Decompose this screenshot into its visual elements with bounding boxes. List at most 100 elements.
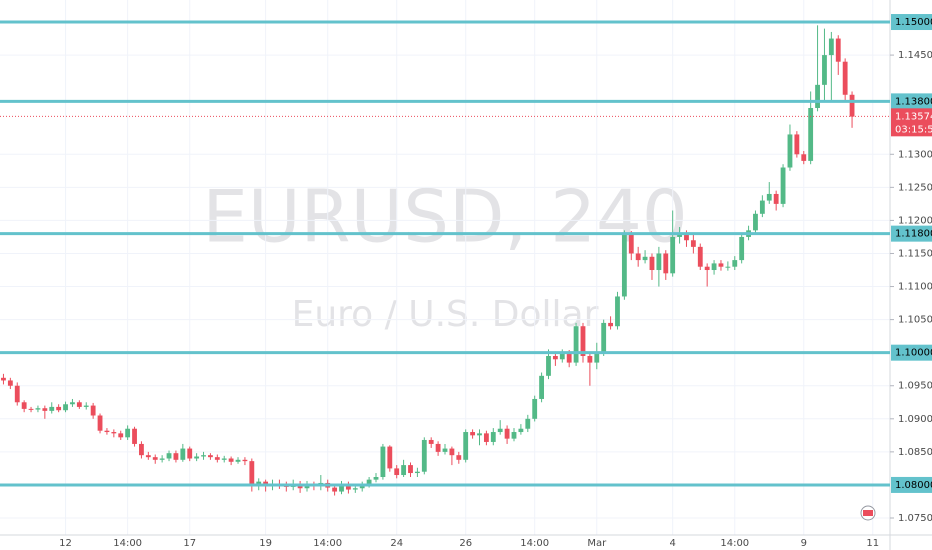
x-tick-label: 17: [183, 538, 196, 549]
candle-body: [104, 430, 110, 433]
candle-body: [635, 253, 641, 261]
candle-body: [345, 484, 351, 490]
candle-body: [573, 326, 579, 363]
candle-body: [704, 266, 710, 271]
candle-body: [587, 355, 593, 363]
level-label-box: [891, 93, 932, 110]
x-tick-label: 14:00: [720, 538, 749, 549]
candle-body: [201, 455, 206, 457]
watermark-subtitle: Euro / U.S. Dollar: [292, 294, 599, 335]
candle-body: [380, 446, 386, 478]
candle-body: [621, 233, 627, 297]
candle-body: [228, 458, 234, 462]
x-tick-label: 14:00: [313, 538, 342, 549]
candle-body: [642, 256, 648, 261]
candle-body: [97, 415, 103, 431]
candle-body: [463, 432, 469, 460]
y-tick-label: 1.11000: [898, 282, 932, 293]
x-tick-label: 14:00: [520, 538, 549, 549]
candle-body: [14, 385, 20, 403]
candle-body: [539, 375, 545, 399]
candle-body: [711, 263, 717, 271]
candle-body: [787, 134, 793, 168]
candle-body: [794, 134, 800, 155]
x-tick-label: 4: [669, 538, 675, 549]
candle-body: [656, 253, 662, 271]
candle-body: [442, 448, 448, 452]
candle-body: [125, 428, 131, 438]
candle-body: [759, 200, 765, 214]
candle-body: [42, 408, 48, 411]
candle-body: [808, 107, 814, 161]
candle-body: [628, 233, 634, 254]
candle-body: [194, 456, 200, 459]
last-price-box: [891, 108, 932, 137]
candle-body: [684, 233, 689, 241]
countdown: 03:15:51: [895, 124, 932, 135]
candle-body: [221, 458, 227, 460]
candle-body: [483, 433, 489, 442]
candle-body: [663, 253, 669, 274]
flag-icon-fill: [863, 510, 873, 516]
x-tick-label: 19: [259, 538, 272, 549]
candle-body: [70, 402, 75, 405]
candle-body: [187, 448, 193, 459]
candle-body: [166, 453, 172, 459]
x-tick-label: 14:00: [113, 538, 142, 549]
level-label: 1.15000: [895, 17, 932, 28]
x-tick-label: 12: [59, 538, 72, 549]
candle-body: [304, 484, 310, 489]
candle-body: [842, 61, 848, 95]
candle-body: [766, 193, 772, 201]
candle-body: [249, 461, 255, 485]
candle-body: [511, 432, 517, 439]
y-tick-label: 1.08500: [898, 447, 932, 458]
candle-body: [235, 459, 241, 462]
candle-body: [159, 458, 165, 460]
candle-body: [49, 406, 55, 411]
candle-body: [28, 408, 34, 410]
candle-body: [822, 55, 827, 85]
candle-body: [76, 402, 82, 407]
candle-body: [725, 266, 731, 268]
candle-body: [835, 38, 841, 62]
candle-body: [180, 448, 186, 460]
candle-body: [780, 167, 786, 204]
candle-body: [56, 406, 62, 411]
candle-body: [518, 428, 524, 433]
candle-body: [601, 322, 607, 353]
level-label: 1.13800: [895, 96, 932, 107]
candle-body: [352, 488, 358, 490]
candle-body: [63, 404, 68, 411]
candle-body: [21, 402, 27, 409]
candle-body: [332, 487, 338, 492]
candle-body: [118, 433, 124, 438]
candle-body: [801, 154, 807, 161]
candle-body: [732, 260, 738, 267]
candle-body: [456, 455, 462, 460]
candle-body: [145, 455, 151, 458]
y-tick-label: 1.07500: [898, 513, 932, 524]
level-label-box: [891, 225, 932, 242]
candle-body: [649, 256, 655, 271]
candle-body: [849, 94, 855, 117]
candle-body: [532, 398, 538, 419]
x-tick-label: 11: [866, 538, 879, 549]
y-tick-label: 1.09500: [898, 381, 932, 392]
y-tick-label: 1.11500: [898, 248, 932, 259]
y-tick-label: 1.09000: [898, 414, 932, 425]
candle-body: [753, 213, 758, 231]
candle-body: [256, 481, 262, 485]
candle-body: [359, 484, 365, 489]
candle-body: [414, 471, 420, 474]
candle-body: [697, 246, 703, 267]
candle-body: [90, 405, 96, 416]
candle-body: [477, 433, 482, 436]
candle-body: [421, 439, 427, 472]
candle-body: [504, 428, 510, 439]
candle-body: [670, 236, 676, 274]
candle-body: [677, 233, 682, 237]
candle-body: [373, 477, 379, 480]
candle-body: [339, 484, 344, 492]
